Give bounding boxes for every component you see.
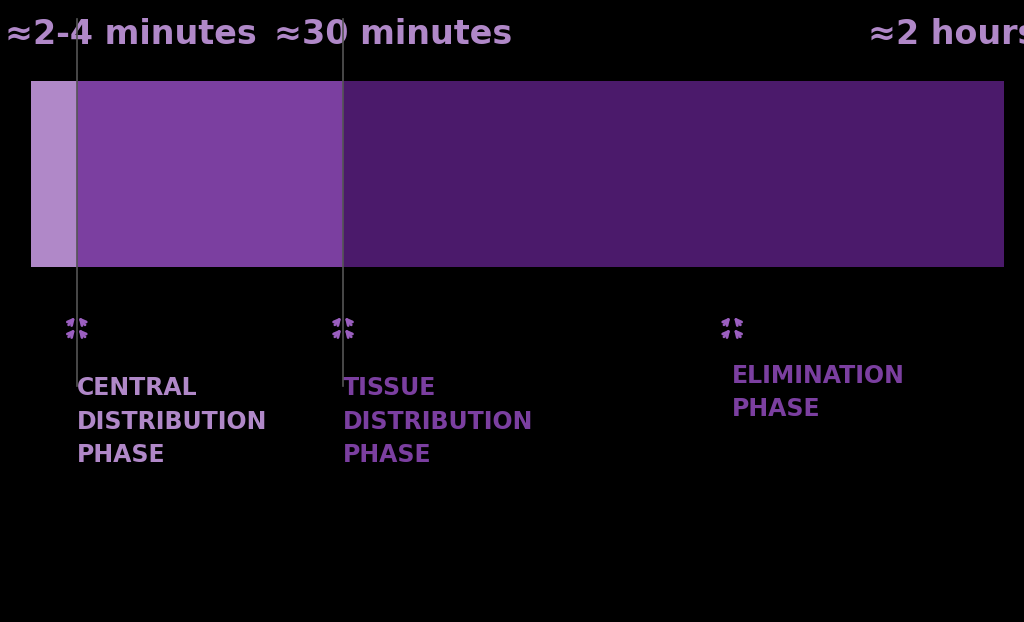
Bar — [77, 81, 343, 267]
Text: ≈2 hours: ≈2 hours — [868, 17, 1024, 51]
Text: ELIMINATION
PHASE: ELIMINATION PHASE — [732, 364, 905, 421]
Text: ≈30 minutes: ≈30 minutes — [274, 17, 513, 51]
Text: ≈2-4 minutes: ≈2-4 minutes — [5, 17, 257, 51]
Text: CENTRAL
DISTRIBUTION
PHASE: CENTRAL DISTRIBUTION PHASE — [77, 376, 267, 467]
Text: TISSUE
DISTRIBUTION
PHASE: TISSUE DISTRIBUTION PHASE — [343, 376, 534, 467]
Bar — [31, 81, 77, 267]
Bar — [343, 81, 1004, 267]
